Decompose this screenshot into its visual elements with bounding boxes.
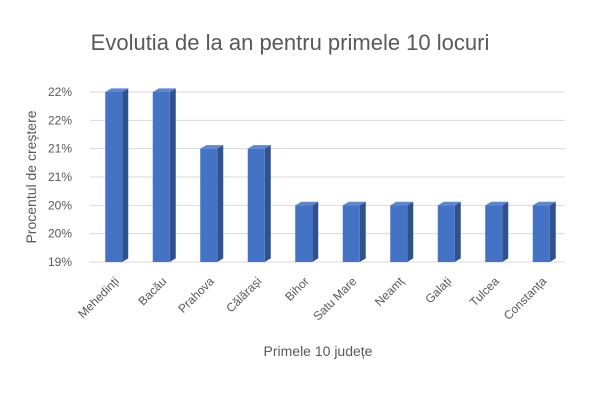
bar-top	[295, 201, 319, 206]
y-tick-label: 22%	[48, 85, 72, 99]
x-tick-label: Constanța	[501, 274, 550, 323]
y-tick-label: 20%	[48, 198, 72, 212]
x-tick-label: Călărași	[223, 274, 264, 315]
y-axis-ticks: 19% 20% 20% 21% 21% 22% 22%	[48, 85, 72, 269]
bar-front	[390, 205, 408, 262]
bar-top	[532, 201, 556, 206]
x-tick-label: Galați	[422, 274, 454, 306]
bar-side	[407, 201, 414, 262]
bar-top	[247, 145, 271, 149]
bar-front	[200, 148, 218, 262]
y-tick-label: 20%	[48, 227, 72, 241]
bar	[532, 201, 556, 262]
x-axis-label: Primele 10 județe	[264, 343, 373, 359]
y-tick-label: 21%	[48, 170, 72, 184]
x-tick-label: Satu Mare	[310, 274, 359, 323]
bar-side	[549, 201, 556, 262]
bar-side	[454, 201, 461, 262]
bar	[247, 145, 271, 262]
x-tick-label: Tulcea	[467, 274, 502, 309]
bar-front	[342, 205, 360, 262]
bar-top	[437, 201, 461, 206]
bar-front	[105, 92, 123, 262]
bar	[200, 145, 224, 262]
bar-side	[169, 88, 176, 263]
bar-side	[264, 145, 271, 262]
bar-front	[295, 205, 313, 262]
bar-front	[437, 205, 455, 262]
bar-side	[312, 201, 319, 262]
bar-side	[217, 145, 224, 262]
bar-top	[152, 88, 176, 92]
bar-top	[390, 201, 414, 206]
bar	[152, 88, 176, 263]
x-tick-label: Bihor	[282, 274, 312, 304]
bar	[437, 201, 461, 262]
y-tick-label: 21%	[48, 142, 72, 156]
bar-front	[532, 205, 550, 262]
bar-top	[485, 201, 509, 206]
bar-side	[122, 88, 129, 263]
bar	[390, 201, 414, 262]
bar	[485, 201, 509, 262]
x-tick-label: Mehedinți	[75, 274, 122, 321]
bar	[342, 201, 366, 262]
bar	[295, 201, 319, 262]
bar-side	[359, 201, 366, 262]
x-tick-label: Bacău	[135, 274, 169, 308]
bars	[105, 88, 556, 263]
bar	[105, 88, 129, 263]
y-tick-label: 22%	[48, 113, 72, 127]
bar-front	[247, 148, 265, 262]
bar-front	[485, 205, 503, 262]
y-axis-label: Procentul de creștere	[23, 110, 39, 243]
bar-top	[200, 145, 224, 149]
chart-title: Evolutia de la an pentru primele 10 locu…	[91, 30, 490, 55]
x-tick-label: Prahova	[175, 274, 217, 316]
y-tick-label: 19%	[48, 255, 72, 269]
bar-side	[502, 201, 509, 262]
x-tick-label: Neamț	[372, 274, 407, 309]
bar-top	[105, 88, 129, 92]
bar-front	[152, 92, 170, 262]
bar-top	[342, 201, 366, 206]
